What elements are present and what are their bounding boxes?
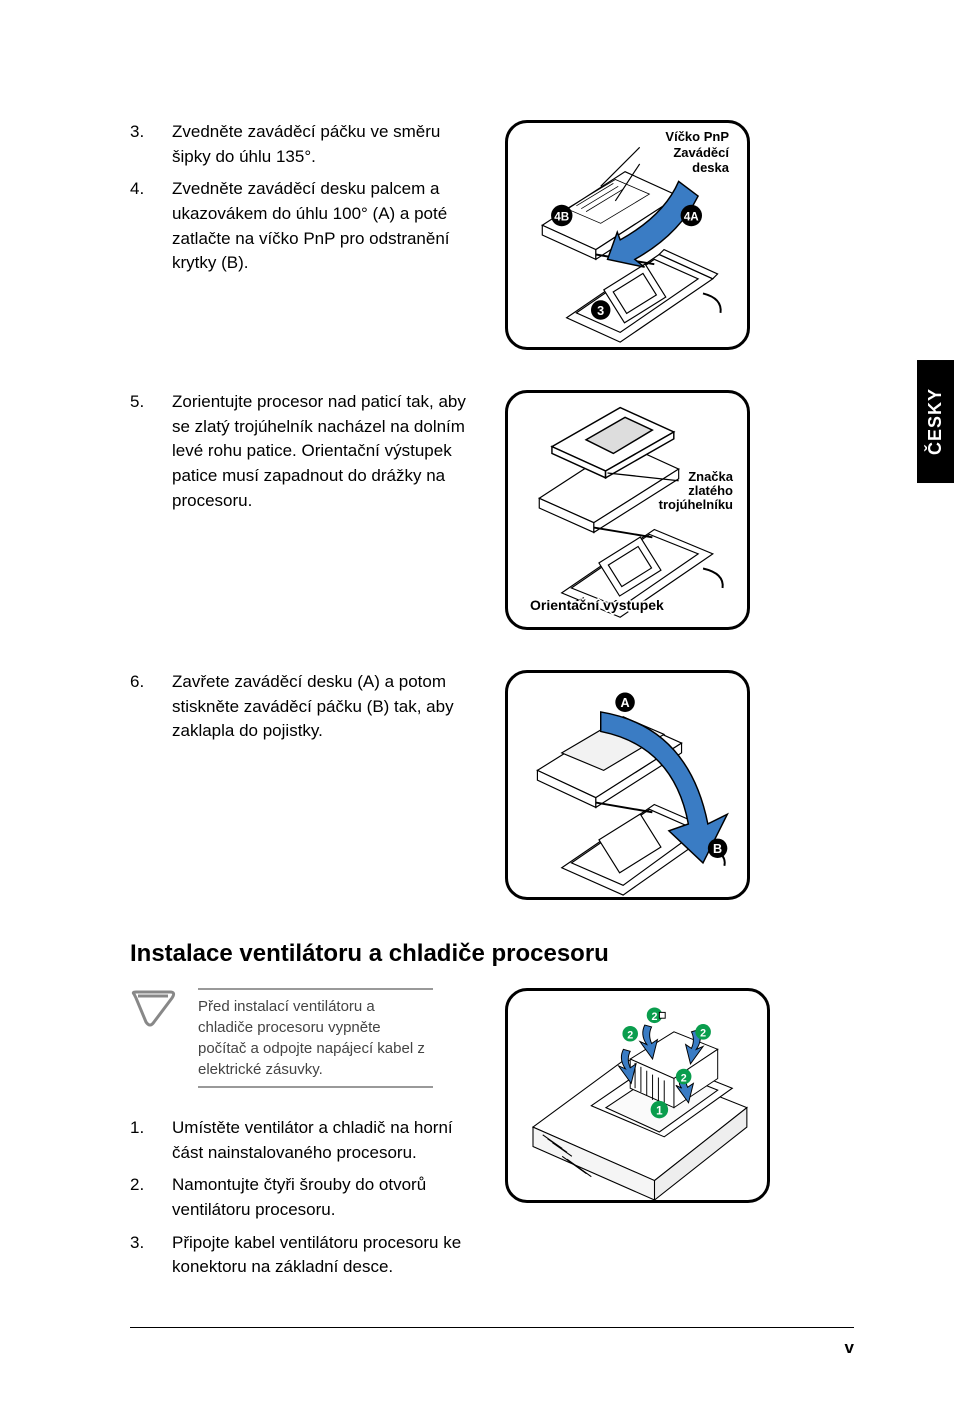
fig2-label-1: Značka — [688, 469, 733, 484]
step-number: 1. — [130, 1116, 172, 1165]
step-number: 4. — [130, 177, 172, 276]
note-icon — [130, 988, 178, 1028]
language-tab: ČESKY — [917, 360, 954, 483]
step-item: 1.Umístěte ventilátor a chladič na horní… — [130, 1116, 475, 1165]
step-text: Zavřete zaváděcí desku (A) a potom stisk… — [172, 670, 472, 744]
svg-text:B: B — [713, 842, 722, 856]
figure-socket-close: A B — [505, 670, 750, 900]
figure-fan-install: 2 2 2 2 1 — [505, 988, 770, 1203]
note-row: Před instalací ventilátoru a chladiče pr… — [130, 988, 475, 1088]
step-text: Namontujte čtyři šrouby do otvorů ventil… — [172, 1173, 472, 1222]
fig2-label-3: trojúhelníku — [659, 497, 733, 512]
page-footer: v — [130, 1327, 854, 1358]
svg-text:1: 1 — [656, 1104, 663, 1117]
svg-text:3: 3 — [597, 304, 604, 318]
svg-text:4B: 4B — [554, 210, 569, 223]
block-step-3-4: 3.Zvedněte zaváděcí páčku ve směru šipky… — [130, 120, 854, 350]
svg-text:2: 2 — [700, 1028, 706, 1040]
svg-text:4A: 4A — [684, 210, 699, 223]
step-item: 2.Namontujte čtyři šrouby do otvorů vent… — [130, 1173, 475, 1222]
figure-socket-open: 4B 4A 3 Víčko PnP Zaváděcí deska — [505, 120, 750, 350]
fig2-label-2: zlatého — [688, 483, 733, 498]
step-text: Umístěte ventilátor a chladič na horní č… — [172, 1116, 472, 1165]
step-text: Připojte kabel ventilátoru procesoru ke … — [172, 1231, 472, 1280]
step-text: Zvedněte zaváděcí páčku ve směru šipky d… — [172, 120, 472, 169]
fig2-label-bottom: Orientační výstupek — [530, 597, 664, 613]
svg-text:2: 2 — [681, 1072, 687, 1084]
svg-text:2: 2 — [627, 1030, 633, 1042]
block-step-6: 6.Zavřete zaváděcí desku (A) a potom sti… — [130, 670, 854, 900]
note-text: Před instalací ventilátoru a chladiče pr… — [198, 988, 433, 1088]
step-text: Zvedněte zaváděcí desku palcem a ukazová… — [172, 177, 472, 276]
block-fan-install: Před instalací ventilátoru a chladiče pr… — [130, 988, 854, 1330]
step-number: 6. — [130, 670, 172, 744]
svg-text:A: A — [620, 696, 629, 710]
step-number: 2. — [130, 1173, 172, 1222]
step-item: 3.Připojte kabel ventilátoru procesoru k… — [130, 1231, 475, 1280]
block-step-5: 5.Zorientujte procesor nad paticí tak, a… — [130, 390, 854, 630]
section-heading: Instalace ventilátoru a chladiče proceso… — [130, 940, 854, 968]
step-item: 6.Zavřete zaváděcí desku (A) a potom sti… — [130, 670, 475, 744]
figure-cpu-align: Značka zlatého trojúhelníku Orientační v… — [505, 390, 750, 630]
step-text: Zorientujte procesor nad paticí tak, aby… — [172, 390, 472, 513]
step-item: 5.Zorientujte procesor nad paticí tak, a… — [130, 390, 475, 513]
svg-text:2: 2 — [652, 1011, 658, 1023]
fig1-label-3: deska — [692, 160, 729, 175]
fig1-label-2: Zaváděcí — [673, 145, 729, 160]
step-number: 5. — [130, 390, 172, 513]
fig1-label-1: Víčko PnP — [665, 129, 729, 144]
step-number: 3. — [130, 1231, 172, 1280]
step-number: 3. — [130, 120, 172, 169]
step-item: 3.Zvedněte zaváděcí páčku ve směru šipky… — [130, 120, 475, 169]
step-item: 4.Zvedněte zaváděcí desku palcem a ukazo… — [130, 177, 475, 276]
